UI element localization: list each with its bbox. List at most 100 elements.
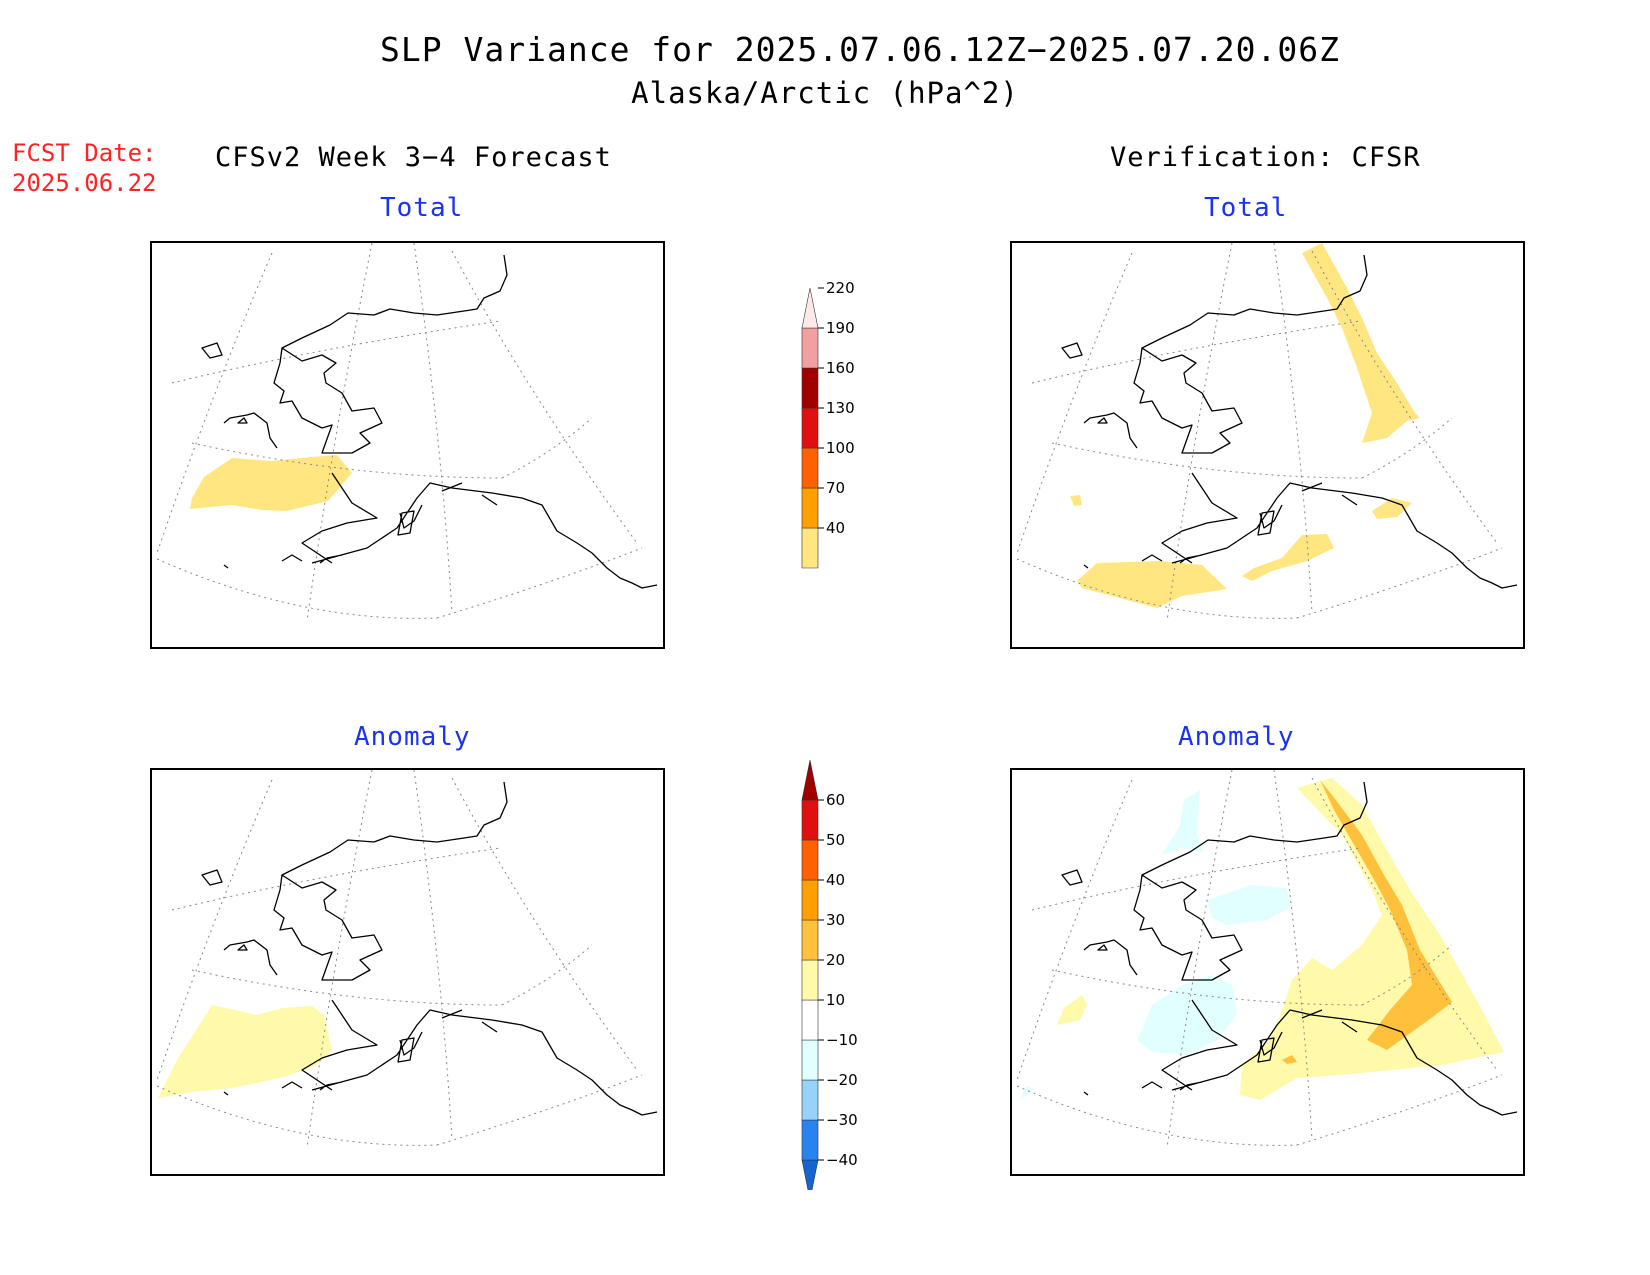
forecast-total-map bbox=[150, 241, 665, 649]
colorbar-tick-label: −30 bbox=[826, 1111, 858, 1129]
shaded-region bbox=[1320, 780, 1452, 1050]
grid-line bbox=[1051, 442, 1363, 479]
figure-title: SLP Variance for 2025.07.06.12Z−2025.07.… bbox=[380, 30, 1340, 69]
grid-line bbox=[413, 243, 453, 614]
colorbar-tick-label: 160 bbox=[826, 359, 855, 377]
grid-line bbox=[156, 1085, 438, 1146]
grid-line bbox=[156, 779, 273, 1081]
verification-column-heading: Verification: CFSR bbox=[1110, 142, 1421, 173]
colorbar-segment bbox=[801, 447, 819, 489]
forecast-column-heading: CFSv2 Week 3−4 Forecast bbox=[215, 142, 612, 173]
shaded-region bbox=[1302, 243, 1420, 443]
shaded-region bbox=[1240, 778, 1504, 1100]
shaded-region bbox=[1077, 561, 1227, 608]
colorbar-segment bbox=[801, 287, 819, 329]
verification-anomaly-title: Anomaly bbox=[1178, 722, 1295, 752]
grid-line bbox=[436, 1074, 643, 1146]
colorbar-segment bbox=[801, 527, 819, 569]
coastline bbox=[201, 254, 658, 589]
grid-line bbox=[451, 250, 638, 544]
coastline bbox=[1061, 781, 1518, 1116]
grid-line bbox=[1361, 417, 1453, 479]
grid-line bbox=[1051, 969, 1363, 1006]
total-colorbar: 40 70 100 130 160 190 220 bbox=[801, 280, 855, 569]
basemap bbox=[156, 243, 658, 622]
shaded-region bbox=[1282, 1055, 1297, 1064]
verification-total-map bbox=[1010, 241, 1525, 649]
forecast-date-value: 2025.06.22 bbox=[12, 169, 157, 197]
shaded-region bbox=[1162, 790, 1204, 855]
shaded-region bbox=[1242, 534, 1334, 581]
forecast-date-label: FCST Date: bbox=[12, 139, 157, 167]
colorbar-tick-label: 60 bbox=[826, 791, 845, 809]
grid-line bbox=[191, 442, 503, 479]
verification-total-title: Total bbox=[1204, 193, 1288, 223]
colorbar-tick-label: 50 bbox=[826, 831, 845, 849]
verification-anomaly-map bbox=[1010, 768, 1525, 1176]
colorbar-segment bbox=[801, 1039, 819, 1081]
grid-line bbox=[1311, 250, 1498, 544]
colorbar-tick-label: 190 bbox=[826, 319, 855, 337]
forecast-total-title: Total bbox=[380, 193, 464, 223]
colorbar-segment bbox=[801, 1159, 819, 1190]
colorbar-segment bbox=[801, 367, 819, 409]
shaded-region bbox=[1020, 1085, 1034, 1100]
shaded-regions bbox=[1020, 778, 1504, 1100]
colorbar-tick-label: 40 bbox=[826, 519, 845, 537]
coastline bbox=[201, 781, 658, 1116]
colorbar-tick-label: 100 bbox=[826, 439, 855, 457]
colorbar-tick-label: 40 bbox=[826, 871, 845, 889]
colorbar-tick-label: 130 bbox=[826, 399, 855, 417]
shaded-region bbox=[1372, 498, 1412, 519]
basemap bbox=[1016, 770, 1518, 1149]
colorbar-tick-label: −20 bbox=[826, 1071, 858, 1089]
grid-line bbox=[156, 558, 438, 619]
grid-line bbox=[501, 944, 593, 1006]
shaded-region bbox=[1207, 885, 1290, 925]
anomaly-colorbar: −40 −30 −20 −10 10 20 30 40 50 60 bbox=[801, 759, 858, 1190]
colorbar-tick-label: −10 bbox=[826, 1031, 858, 1049]
grid-line bbox=[1016, 1085, 1298, 1146]
colorbar-tick-label: 20 bbox=[826, 951, 845, 969]
grid-line bbox=[1016, 558, 1298, 619]
colorbar-segment bbox=[801, 879, 819, 921]
colorbar-segment bbox=[801, 1119, 819, 1161]
forecast-anomaly-map bbox=[150, 768, 665, 1176]
colorbar-segment bbox=[801, 799, 819, 841]
grid-line bbox=[1296, 547, 1503, 619]
grid-line bbox=[501, 417, 593, 479]
colorbar-tick-label: −40 bbox=[826, 1151, 858, 1169]
colorbar-segment bbox=[801, 919, 819, 961]
grid-line bbox=[1361, 944, 1453, 1006]
figure-subtitle: Alaska/Arctic (hPa^2) bbox=[631, 76, 1019, 110]
colorbar-segment bbox=[801, 759, 819, 801]
forecast-total-map-svg bbox=[156, 243, 658, 622]
colorbar-tick-label: 70 bbox=[826, 479, 845, 497]
shaded-regions bbox=[1070, 243, 1420, 608]
grid-line bbox=[1273, 243, 1313, 614]
grid-line bbox=[1016, 779, 1133, 1081]
forecast-date: FCST Date: 2025.06.22 bbox=[12, 138, 157, 198]
shaded-region bbox=[1137, 975, 1237, 1055]
colorbar-segment bbox=[801, 327, 819, 369]
forecast-anomaly-map-svg bbox=[156, 770, 658, 1149]
grid-line bbox=[191, 969, 503, 1006]
colorbar-tick-label: 10 bbox=[826, 991, 845, 1009]
colorbar-tick-label: 30 bbox=[826, 911, 845, 929]
colorbar-segment bbox=[801, 959, 819, 1001]
colorbar-tick-label: 220 bbox=[826, 280, 855, 297]
grid-line bbox=[1016, 252, 1133, 554]
grid-line bbox=[413, 770, 453, 1141]
grid-line bbox=[156, 252, 273, 554]
verification-anomaly-map-svg bbox=[1016, 770, 1518, 1149]
forecast-anomaly-title: Anomaly bbox=[354, 722, 471, 752]
colorbar-segment bbox=[801, 487, 819, 529]
shaded-region bbox=[158, 1005, 332, 1098]
colorbar-segment bbox=[801, 407, 819, 449]
shaded-region bbox=[1070, 495, 1082, 506]
colorbar-segment bbox=[801, 839, 819, 881]
basemap bbox=[1016, 243, 1518, 622]
grid-line bbox=[1311, 777, 1498, 1071]
verification-total-map-svg bbox=[1016, 243, 1518, 622]
grid-line bbox=[436, 547, 643, 619]
